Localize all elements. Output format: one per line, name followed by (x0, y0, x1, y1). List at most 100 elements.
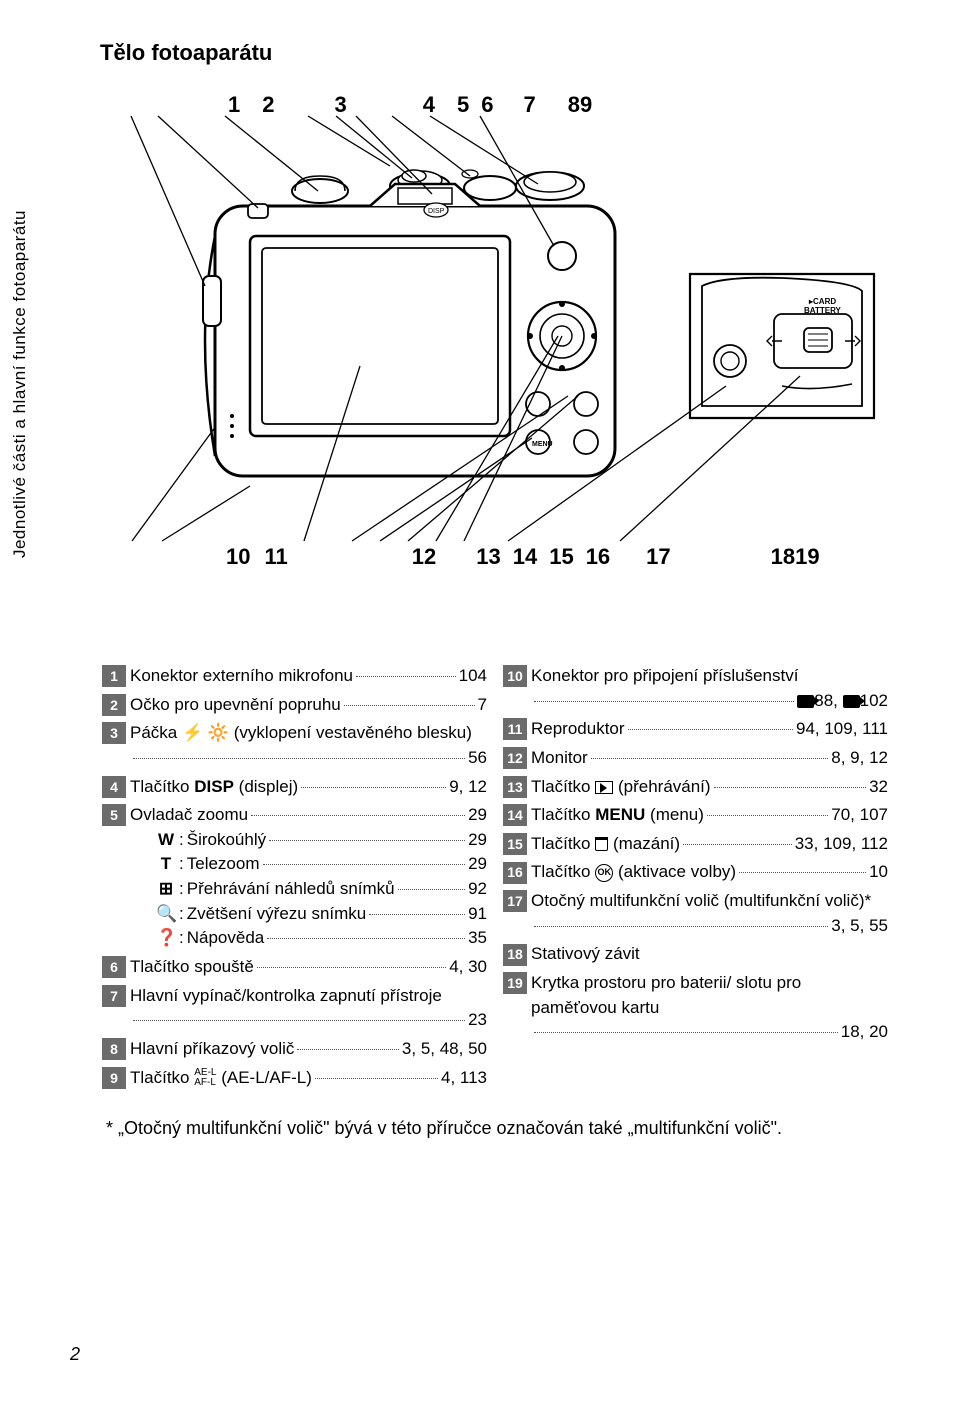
item-number: 8 (102, 1038, 126, 1060)
entry-label: Stativový závit (531, 942, 640, 967)
page-ref: 3, 5, 48, 50 (402, 1037, 487, 1062)
sub-label: Širokoúhlý (187, 828, 266, 853)
item-number: 4 (102, 776, 126, 798)
camera-diagram: 1 2 3 4 5 6 7 8 9 (100, 86, 890, 656)
callout: 3 (335, 92, 347, 118)
top-callouts: 1 2 3 4 5 6 7 8 9 (228, 92, 592, 118)
page-ref: 10 (869, 860, 888, 885)
camera-body-illustration: MENU DISP (200, 156, 670, 516)
svg-text:DISP: DISP (428, 208, 445, 215)
entry: Stativový závit (531, 942, 888, 967)
ok-icon: OK (595, 864, 613, 882)
table-row: 19Krytka prostoru pro baterii/ slotu pro… (501, 969, 890, 1047)
page-ref: 7 (478, 693, 487, 718)
entry: Ovladač zoomu29 (130, 803, 487, 828)
page-ref: 29 (468, 828, 487, 853)
page-ref: 88, 102 (797, 689, 888, 714)
svg-text:▸CARD: ▸CARD (808, 297, 836, 306)
entry-label: Tlačítko OK (aktivace volby) (531, 860, 736, 885)
item-number: 14 (503, 804, 527, 826)
entry-label: Očko pro upevnění popruhu (130, 693, 341, 718)
entry: Očko pro upevnění popruhu 7 (130, 693, 487, 718)
page-ref: 29 (468, 803, 487, 828)
battery-door-detail: ▸CARD BATTERY (682, 266, 882, 426)
callout: 5 (457, 92, 469, 118)
item-number: 5 (102, 804, 126, 826)
page-ref: 23 (468, 1008, 487, 1033)
entry: Tlačítko AE-LAF-L (AE-L/AF-L) 4, 113 (130, 1066, 487, 1091)
entry-label: Tlačítko (přehrávání) (531, 775, 711, 800)
entry: Hlavní vypínač/kontrolka zapnutí přístro… (130, 984, 487, 1033)
zoom-glyph: W (156, 828, 176, 853)
table-row: 3Páčka ⚡ 🔆 (vyklopení vestavěného blesku… (100, 719, 489, 772)
page-ref: 4, 30 (449, 955, 487, 980)
callout: 9 (580, 92, 592, 118)
table-row: 4Tlačítko DISP (displej)9, 12 (100, 773, 489, 802)
sub-entry: ⊞ : Přehrávání náhledů snímků 92 (130, 877, 487, 902)
callout: 2 (262, 92, 274, 118)
table-row: 14Tlačítko MENU (menu)70, 107 (501, 801, 890, 830)
callout: 13 (476, 544, 500, 570)
page-ref: 92 (468, 877, 487, 902)
zoom-glyph: ❓ (156, 926, 176, 951)
table-row: 10Konektor pro připojení příslušenství88… (501, 662, 890, 715)
callout: 6 (481, 92, 493, 118)
callout: 15 (549, 544, 573, 570)
item-number: 2 (102, 694, 126, 716)
page-ref: 8, 9, 12 (831, 746, 888, 771)
sub-label: Telezoom (187, 852, 260, 877)
play-icon (595, 781, 613, 794)
svg-text:BATTERY: BATTERY (804, 306, 842, 315)
page-ref: 18, 20 (841, 1020, 888, 1045)
sub-entry: ❓ : Nápověda 35 (130, 926, 487, 951)
entry: Otočný multifunkční volič (multifunkční … (531, 889, 888, 938)
entry-label: Tlačítko spouště (130, 955, 254, 980)
table-row: 5Ovladač zoomu29 W : Širokoúhlý 29 T : T… (100, 801, 489, 953)
sub-label: Nápověda (187, 926, 265, 951)
item-number: 16 (503, 862, 527, 884)
page-ref: 91 (468, 902, 487, 927)
entry: Reproduktor94, 109, 111 (531, 717, 888, 742)
page-ref: 35 (468, 926, 487, 951)
entry: Tlačítko OK (aktivace volby) 10 (531, 860, 888, 885)
entry: Tlačítko (přehrávání)32 (531, 775, 888, 800)
item-number: 12 (503, 747, 527, 769)
callout: 7 (524, 92, 536, 118)
page-title: Tělo fotoaparátu (100, 40, 890, 66)
sub-label: Zvětšení výřezu snímku (187, 902, 367, 927)
table-row: 16Tlačítko OK (aktivace volby) 10 (501, 858, 890, 887)
item-number: 18 (503, 944, 527, 966)
item-number: 19 (503, 972, 527, 994)
table-row: 6Tlačítko spouště4, 30 (100, 953, 489, 982)
entry: Páčka ⚡ 🔆 (vyklopení vestavěného blesku)… (130, 721, 487, 770)
legend-tables: 1Konektor externího mikrofonu1042Očko pr… (100, 662, 890, 1092)
entry: Tlačítko (mazání) 33, 109, 112 (531, 832, 888, 857)
entry: Hlavní příkazový volič3, 5, 48, 50 (130, 1037, 487, 1062)
entry: Tlačítko spouště 4, 30 (130, 955, 487, 980)
footnote: * „Otočný multifunkční volič" bývá v tét… (100, 1118, 890, 1139)
callout: 1 (228, 92, 240, 118)
page-ref: 33, 109, 112 (795, 832, 888, 857)
table-row: 15Tlačítko (mazání) 33, 109, 112 (501, 830, 890, 859)
table-row: 18Stativový závit (501, 940, 890, 969)
sub-label: Přehrávání náhledů snímků (187, 877, 395, 902)
callout: 17 (646, 544, 670, 570)
table-row: 13Tlačítko (přehrávání)32 (501, 773, 890, 802)
sub-entry: W : Širokoúhlý 29 (130, 828, 487, 853)
page-ref: 4, 113 (441, 1066, 487, 1091)
entry-label: Tlačítko (mazání) (531, 832, 680, 857)
right-column: 10 Konektor pro připojení příslušenství88… (501, 662, 890, 1092)
callout: 12 (412, 544, 436, 570)
table-row: 11Reproduktor94, 109, 111 (501, 715, 890, 744)
item-number: 9 (102, 1067, 126, 1089)
item-number: 15 (503, 833, 527, 855)
table-row: 9Tlačítko AE-LAF-L (AE-L/AF-L) 4, 113 (100, 1064, 489, 1093)
entry-label: Reproduktor (531, 717, 625, 742)
entry: Konektor pro připojení příslušenství88, … (531, 664, 888, 713)
callout: 19 (795, 544, 819, 570)
svg-text:MENU: MENU (532, 441, 553, 448)
page-ref: 29 (468, 852, 487, 877)
entry-label: Konektor externího mikrofonu (130, 664, 353, 689)
side-section-label: Jednotlivé části a hlavní funkce fotoapa… (10, 210, 30, 558)
entry-label: Tlačítko AE-LAF-L (AE-L/AF-L) (130, 1066, 312, 1091)
